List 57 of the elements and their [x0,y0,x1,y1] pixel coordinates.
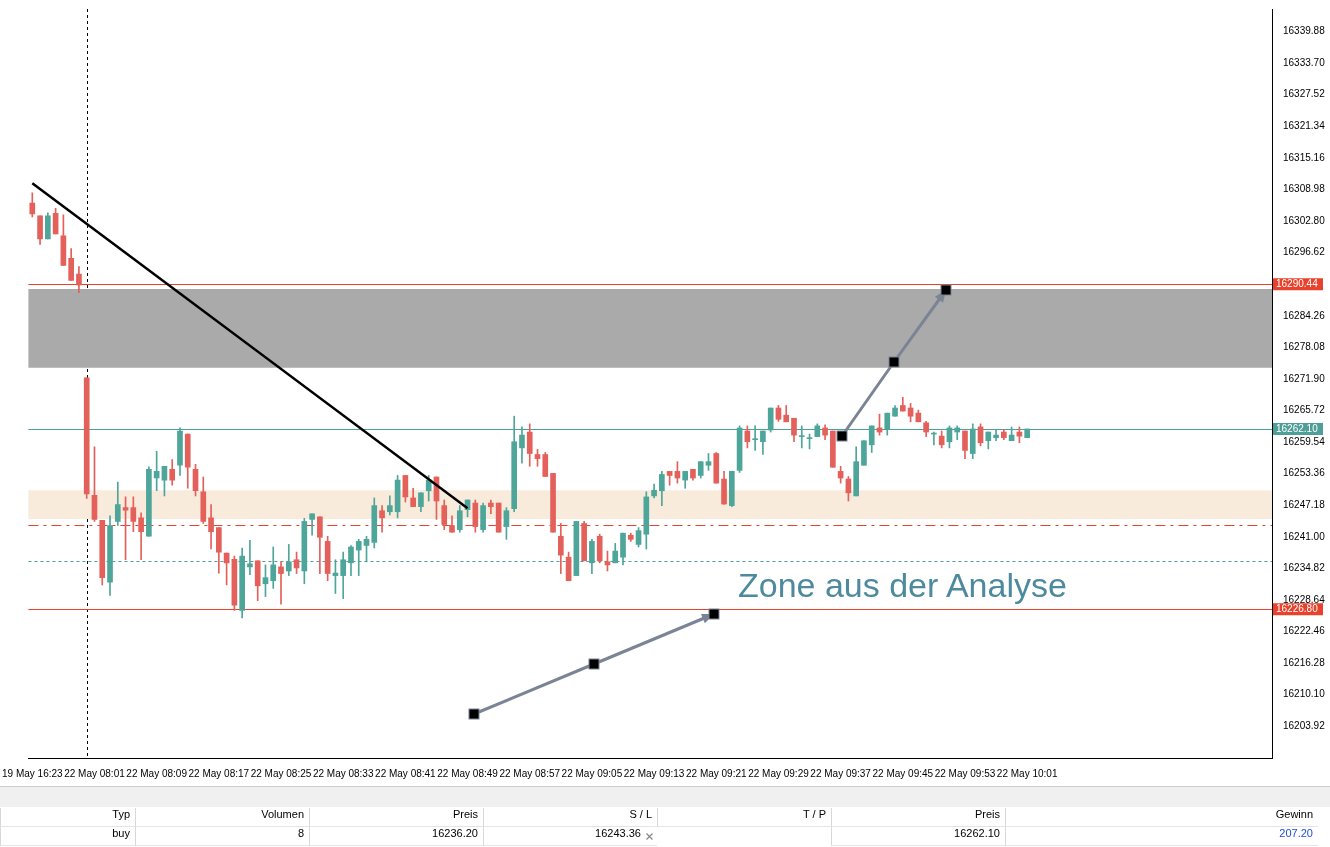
text: 16243.36 [483,827,657,846]
text: T / P [657,808,831,827]
text: 8 [135,827,309,846]
y-tick-label: 16271.90 [1283,372,1326,384]
ref-line-label: 16290.44 [1276,277,1319,289]
y-tick-label: 16210.10 [1283,688,1326,700]
x-tick-label: 22 May 08:33 [312,767,374,779]
x-tick-label: 22 May 09:05 [561,767,623,779]
x-tick-label: 22 May 08:41 [375,767,437,779]
x-tick-label: 22 May 09:21 [685,767,747,779]
y-tick-label: 16203.92 [1283,719,1326,731]
x-tick-label: 22 May 09:53 [934,767,996,779]
text: 16262.10 [831,827,1005,846]
y-tick-label: 16265.72 [1283,404,1326,416]
y-tick-label: 16241.00 [1283,530,1326,542]
x-tick-label: 22 May 08:57 [499,767,561,779]
text: Preis [309,808,483,827]
text: Gewinn [1005,808,1318,827]
ref-line-label: 16226.80 [1276,603,1319,615]
x-tick-label: 22 May 09:37 [810,767,872,779]
y-tick-label: 16284.26 [1283,309,1326,321]
text: Volumen [135,808,309,827]
x-tick-label: 22 May 09:45 [872,767,934,779]
x-tick-label: 22 May 10:01 [996,767,1058,779]
x-tick-label: 22 May 09:13 [623,767,685,779]
y-tick-label: 16321.34 [1283,120,1326,132]
y-tick-label: 16278.08 [1283,341,1326,353]
y-tick-label: 16333.70 [1283,56,1326,68]
text: Typ [0,808,135,827]
text: 207.20 [1005,827,1318,846]
annotation: Zone aus der Analyse [738,566,1067,605]
y-tick-label: 16216.28 [1283,656,1326,668]
ref-line-label: 16262.10 [1276,422,1319,434]
y-tick-label: 16308.98 [1283,183,1326,195]
x-tick-label: 22 May 08:17 [188,767,250,779]
y-tick-label: 16222.46 [1283,625,1326,637]
y-tick-label: 16253.36 [1283,467,1326,479]
y-tick-label: 16228.64 [1283,593,1326,605]
y-tick-label: 16296.62 [1283,246,1326,258]
candlestick [278,561,284,605]
text: Preis [831,808,1005,827]
text: 16236.20 [309,827,483,846]
x-tick-label: 19 May 16:23 [1,767,64,779]
x-tick-label: 22 May 08:01 [64,767,126,779]
y-tick-label: 16247.18 [1283,498,1326,510]
y-tick-label: 16315.16 [1283,151,1326,163]
x-tick-label: 22 May 09:29 [748,767,810,779]
x-tick-label: 22 May 08:49 [437,767,499,779]
x-tick-label: 22 May 08:25 [250,767,312,779]
y-tick-label: 16234.82 [1283,562,1326,574]
x-tick-label: 22 May 08:09 [126,767,188,779]
y-tick-label: 16302.80 [1283,214,1326,226]
text: buy [0,827,135,846]
y-tick-label: 16259.54 [1283,435,1326,447]
y-tick-label: 16327.52 [1283,88,1326,100]
text: S / L [483,808,657,827]
y-tick-label: 16339.88 [1283,25,1326,37]
